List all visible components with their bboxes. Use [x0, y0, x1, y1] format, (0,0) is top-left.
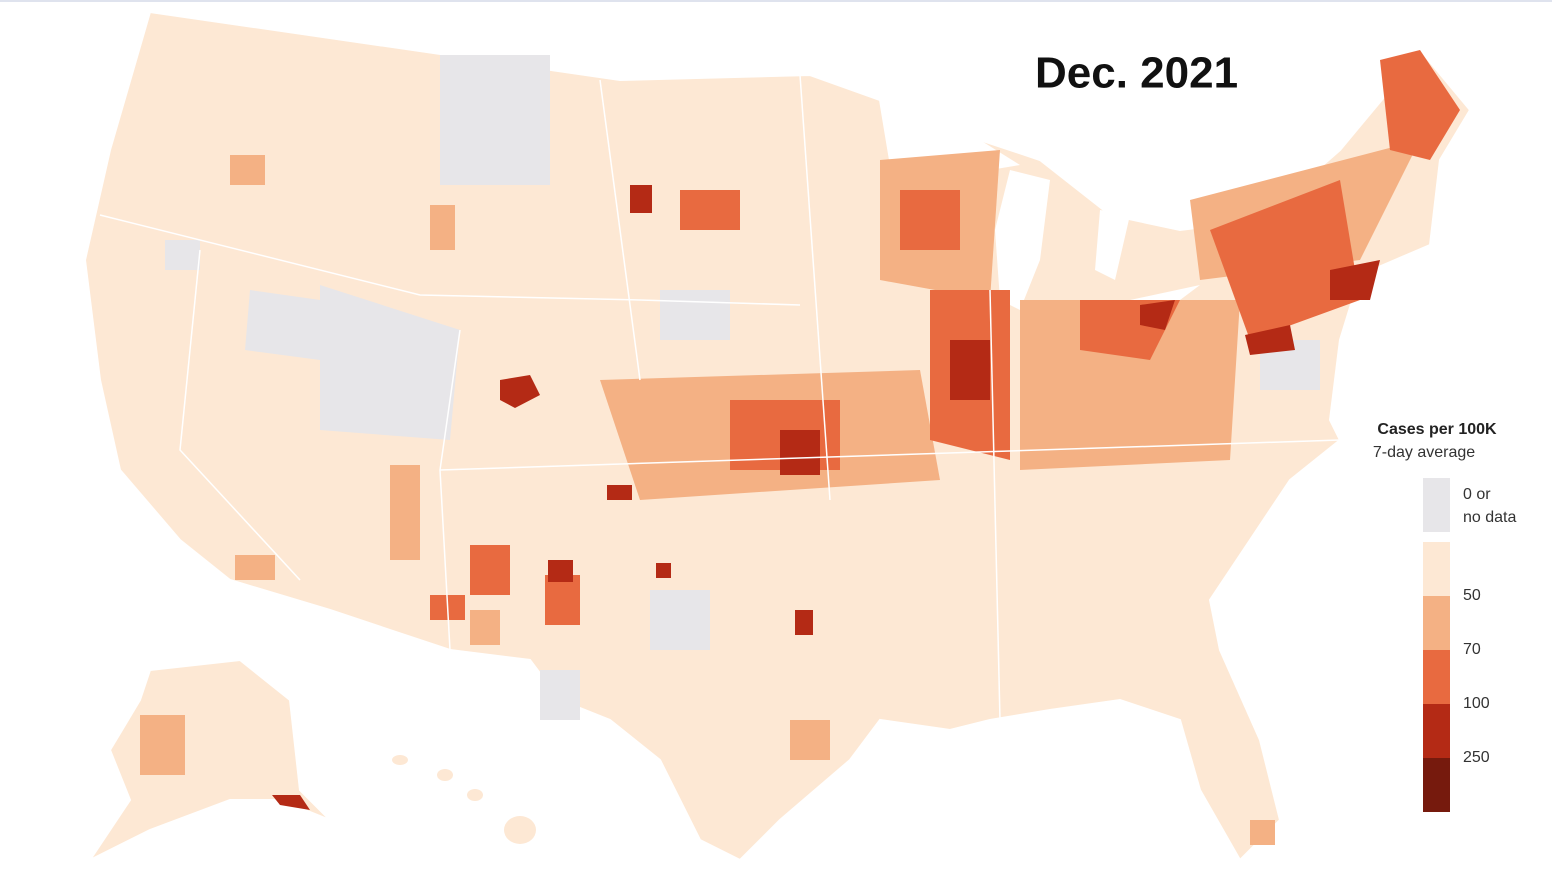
legend-break-label: 50: [1463, 587, 1481, 604]
hotspots-dark: [272, 185, 1380, 810]
legend-subtitle: 7-day average: [1373, 444, 1475, 461]
no-data-areas: [165, 55, 1320, 720]
legend-swatch: [1423, 650, 1450, 704]
legend: Cases per 100K 7-day average 0 or no data…: [1373, 421, 1516, 812]
legend-break-label: 70: [1463, 641, 1481, 658]
legend-break-label: 100: [1463, 695, 1490, 712]
legend-no-data-line: no data: [1463, 509, 1516, 526]
alaska: [87, 658, 331, 863]
legend-break-label: 250: [1463, 749, 1490, 766]
map-title: Dec. 2021: [1035, 49, 1238, 98]
state-borders: [99, 74, 1341, 721]
legend-no-data-label: 0 or no data: [1463, 486, 1516, 526]
hawaii: [392, 755, 536, 844]
legend-swatch: [1423, 758, 1450, 812]
legend-swatch: [1423, 542, 1450, 596]
legend-swatch: [1423, 704, 1450, 758]
legend-no-data-line: 0 or: [1463, 486, 1491, 503]
us-map: [83, 10, 1472, 863]
legend-swatch: [1423, 596, 1450, 650]
legend-swatch-no-data: [1423, 478, 1450, 532]
legend-title: Cases per 100K: [1377, 421, 1497, 438]
